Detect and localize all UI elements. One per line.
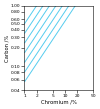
X-axis label: Chromium /%: Chromium /% xyxy=(41,100,77,105)
Y-axis label: Carbon /%: Carbon /% xyxy=(4,34,9,62)
